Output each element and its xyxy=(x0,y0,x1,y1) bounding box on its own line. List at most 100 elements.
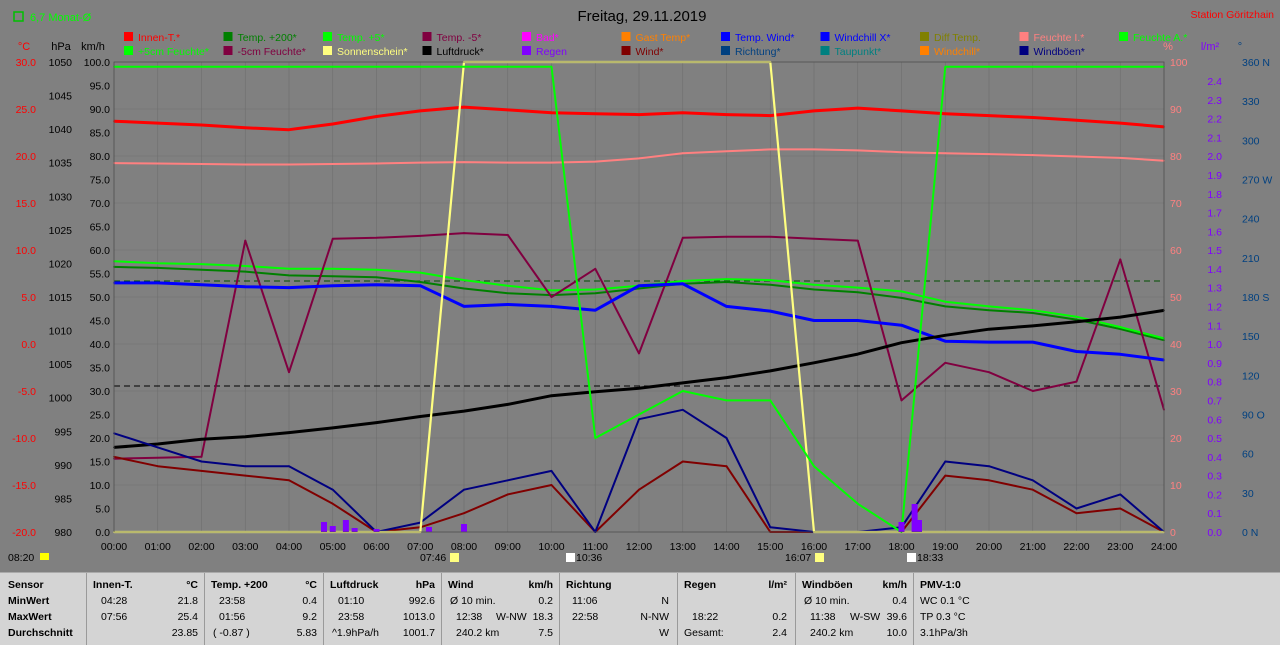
data-point xyxy=(856,353,859,355)
data-point xyxy=(1031,116,1034,119)
data-point xyxy=(1119,156,1122,159)
rain-tick-label: 0.0 xyxy=(1207,527,1222,539)
data-point xyxy=(156,465,159,468)
stats-header: Innen-T. xyxy=(93,579,133,591)
data-point xyxy=(288,267,290,270)
data-point xyxy=(506,303,509,306)
stats-pressure-trend: 3.1hPa/3h xyxy=(920,627,968,639)
humidity-tick-label: 90 xyxy=(1170,104,1182,116)
data-point xyxy=(900,290,903,293)
data-point xyxy=(375,162,378,165)
humidity-tick-label: 80 xyxy=(1170,151,1182,163)
stats-unit: °C xyxy=(305,579,317,591)
humidity-tick-label: 60 xyxy=(1170,245,1182,257)
temp-tick-label: 10.0 xyxy=(16,245,37,257)
temp-tick-label: 0.0 xyxy=(21,339,36,351)
data-point xyxy=(594,288,597,291)
legend-row2-swatch xyxy=(621,46,631,55)
data-point xyxy=(813,148,815,151)
stats-min-value: 992.6 xyxy=(408,595,435,607)
legend-row1-label: Windchill X* xyxy=(835,32,891,44)
monthly-label: 6,7 Monat-Ø xyxy=(30,12,92,24)
pressure-tick-label: 1015 xyxy=(49,292,73,304)
time-tick-label: 19:00 xyxy=(932,541,958,553)
data-point xyxy=(988,328,990,331)
data-point xyxy=(1119,353,1122,356)
data-point xyxy=(1119,507,1122,510)
sun-marker-label: 07:46 xyxy=(420,552,446,564)
legend-row2-label: Windböen* xyxy=(1034,46,1085,58)
data-point xyxy=(944,474,947,477)
time-tick-label: 11:00 xyxy=(583,541,609,553)
data-point xyxy=(638,413,640,416)
wind-tick-label: 95.0 xyxy=(90,81,111,93)
data-point xyxy=(988,114,990,117)
wind-tick-label: 100.0 xyxy=(84,57,110,69)
data-point xyxy=(200,438,203,441)
direction-tick-label: 300 xyxy=(1242,135,1260,147)
stats-header: PMV-1:0 xyxy=(920,579,961,591)
wind-tick-label: 75.0 xyxy=(90,175,111,187)
data-point xyxy=(463,512,465,515)
wind-tick-label: 90.0 xyxy=(90,104,111,116)
data-point xyxy=(856,239,859,242)
data-point xyxy=(244,265,247,267)
weather-chart: 6,7 Monat-Ø Freitag, 29.11.2019 Station … xyxy=(8,8,1275,564)
data-point xyxy=(550,470,553,472)
stats-min-value: 0.2 xyxy=(538,595,553,607)
pressure-tick-label: 980 xyxy=(54,527,72,539)
rain-bar xyxy=(911,504,918,532)
stats-header: Luftdruck xyxy=(330,579,379,591)
data-point xyxy=(375,421,378,424)
wind-unit: km/h xyxy=(81,41,105,53)
data-point xyxy=(288,431,290,434)
rain-tick-label: 0.4 xyxy=(1207,452,1222,464)
time-tick-label: 09:00 xyxy=(495,541,521,553)
pressure-tick-label: 1035 xyxy=(49,158,73,170)
wind-tick-label: 35.0 xyxy=(90,363,111,375)
wind-tick-label: 25.0 xyxy=(90,410,111,422)
data-point xyxy=(1031,341,1034,344)
data-point xyxy=(813,109,815,112)
legend-row1-label: Innen-T.* xyxy=(138,32,180,44)
data-point xyxy=(331,488,334,491)
stats-avg-time: Gesamt: xyxy=(684,627,724,639)
pressure-tick-label: 990 xyxy=(54,460,72,472)
data-point xyxy=(944,300,947,303)
data-point xyxy=(988,65,990,68)
data-point xyxy=(419,109,422,112)
time-tick-label: 12:00 xyxy=(626,541,652,553)
legend-row1-label: Gast Temp* xyxy=(636,32,691,44)
time-tick-label: 22:00 xyxy=(1063,541,1089,553)
legend-row1-swatch xyxy=(522,32,531,41)
data-point xyxy=(638,418,640,421)
data-point xyxy=(856,502,859,505)
pressure-unit: hPa xyxy=(51,41,71,53)
data-point xyxy=(1119,258,1122,261)
wind-tick-label: 60.0 xyxy=(90,245,111,257)
data-point xyxy=(244,435,247,438)
data-point xyxy=(244,65,247,68)
data-point xyxy=(1075,315,1078,318)
wind-tick-label: 80.0 xyxy=(90,151,111,163)
stats-max-time: 23:58 xyxy=(338,611,365,623)
stats-max-time: 01:56 xyxy=(219,611,246,623)
data-point xyxy=(856,291,859,294)
rain-tick-label: 1.7 xyxy=(1207,208,1222,220)
rain-tick-label: 1.0 xyxy=(1207,339,1222,351)
sunrise-icon xyxy=(815,553,824,562)
data-point xyxy=(900,399,903,402)
humidity-unit: % xyxy=(1163,41,1173,53)
data-point xyxy=(725,150,728,153)
data-point xyxy=(725,235,728,238)
time-tick-label: 18:00 xyxy=(888,541,914,553)
legend-row2-swatch xyxy=(820,46,830,55)
stats-unit: km/h xyxy=(528,579,553,591)
stats-col-regen: Regen l/m² 18:22 0.2 Gesamt: 2.4 xyxy=(678,573,796,645)
data-point xyxy=(594,112,597,115)
rain-tick-label: 1.8 xyxy=(1207,189,1222,201)
data-point xyxy=(1031,479,1034,482)
data-point xyxy=(594,390,597,393)
data-point xyxy=(200,263,203,265)
time-tick-label: 03:00 xyxy=(232,541,258,553)
